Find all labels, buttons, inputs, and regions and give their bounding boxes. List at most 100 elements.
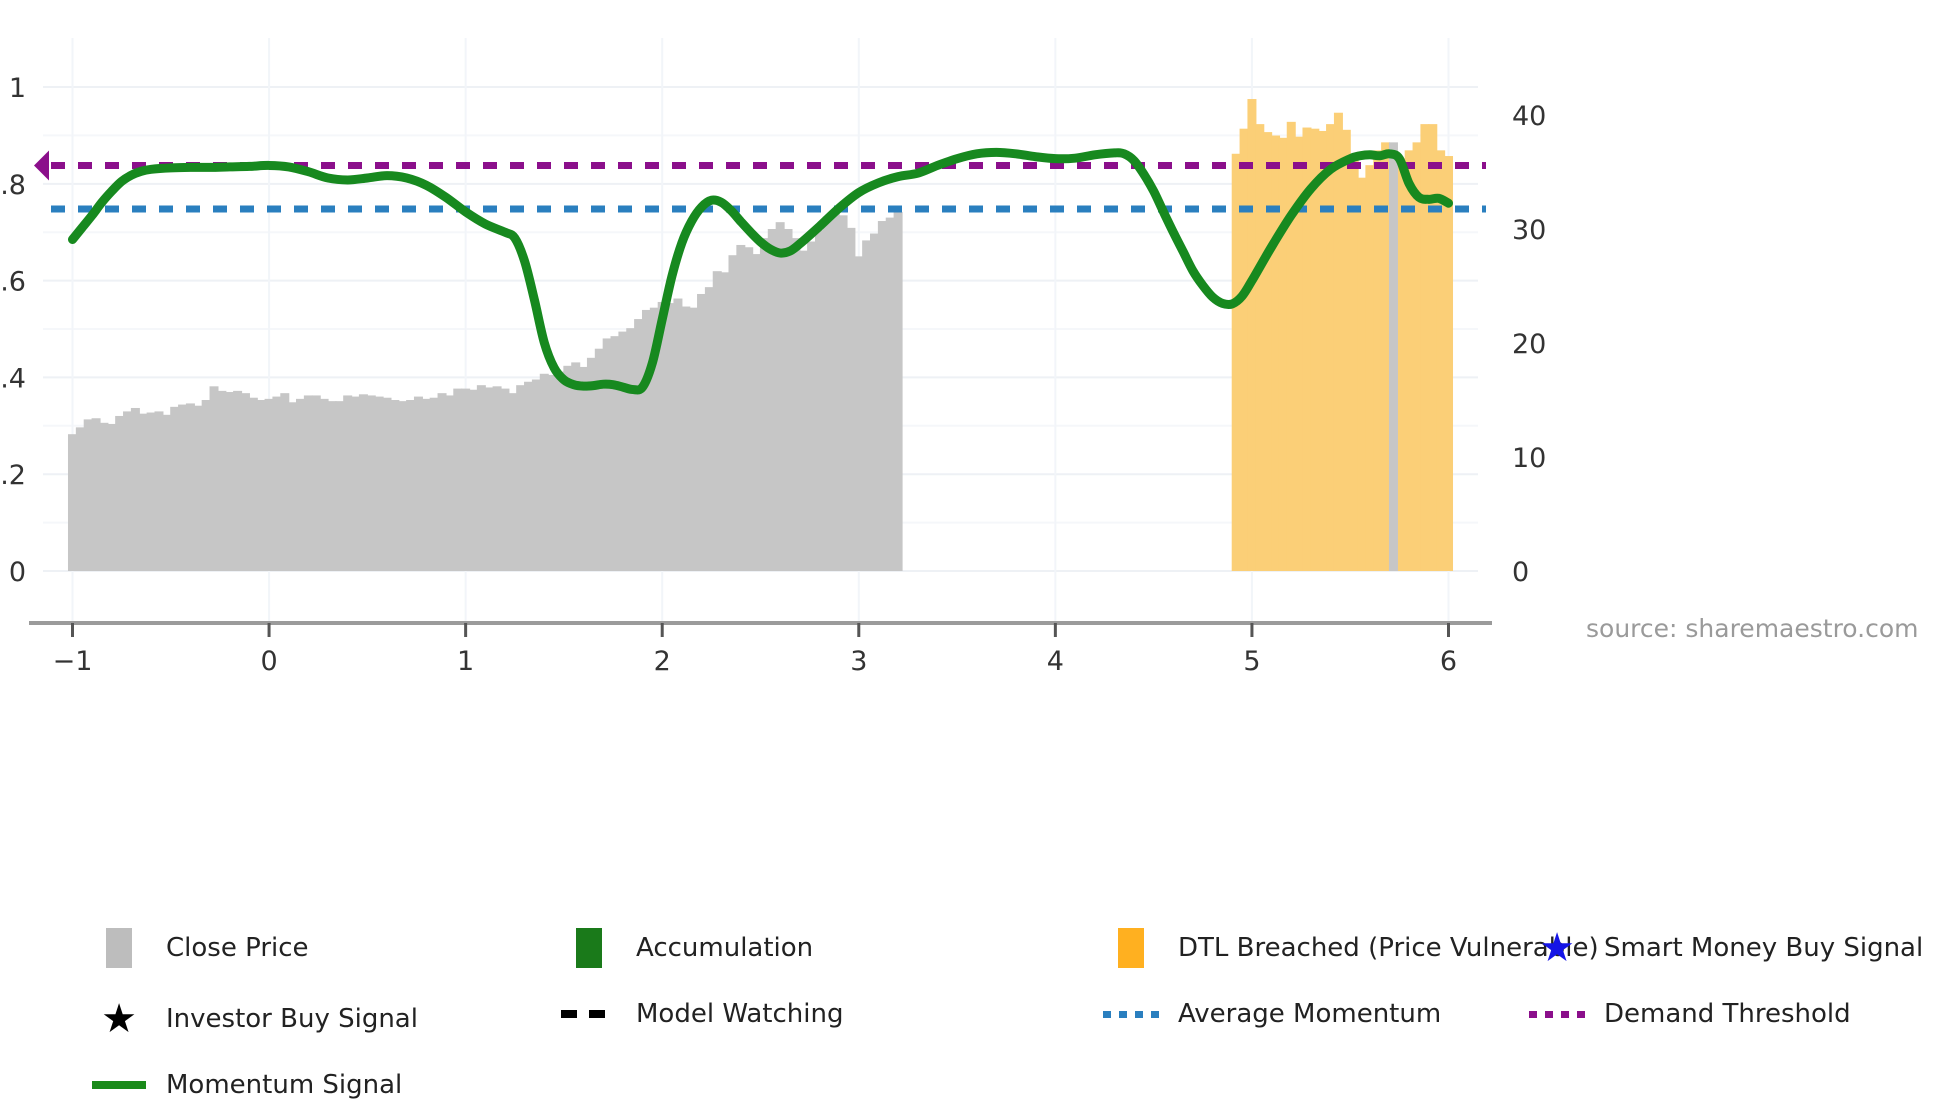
x-axis-tick-label: 6 [1440,646,1457,677]
close-price-bar [351,396,361,571]
dtl-breached-bar [1278,137,1288,572]
close-price-bar [83,419,93,571]
close-price-bar [319,398,329,571]
y-axis-left-tick-label: 1 [9,73,26,104]
close-price-bar [429,397,439,571]
close-price-bar [225,392,235,571]
dtl-breached-bar [1420,124,1430,572]
source-attribution: source: sharemaestro.com [1586,614,1919,643]
x-axis-tick-label: 3 [850,646,867,677]
dtl-breached-bar [1349,158,1359,571]
legend-momentum-signal-label: Momentum Signal [166,1070,403,1100]
dtl-breached-bar [1263,132,1273,571]
close-price-bar [421,398,431,571]
close-price-bar [437,393,447,571]
dtl-breached-bar [1444,156,1454,572]
legend-investor-buy-signal-label: Investor Buy Signal [166,1004,418,1034]
close-price-bar [115,415,125,571]
close-price-bar [366,395,376,571]
close-price-bar [524,381,534,571]
legend-close-price-rect-icon [86,928,152,968]
legend-average-momentum[interactable]: Average Momentum [1098,999,1441,1029]
x-axis-tick-label: 0 [260,646,277,677]
legend-accumulation-rect-icon [556,928,622,968]
close-price-bar [571,362,581,571]
dtl-breached-bar [1294,136,1304,571]
x-axis-tick-label: −1 [53,646,93,677]
legend-demand-threshold[interactable]: Demand Threshold [1524,999,1851,1029]
close-price-bar [854,256,864,571]
legend-model-watching-dash-icon [556,1010,622,1018]
close-price-bar [91,418,101,571]
dtl-breached-bar [1231,153,1241,571]
close-price-bar [311,395,321,571]
close-price-bar [759,238,769,571]
y-axis-right-tick-label: 30 [1512,215,1546,246]
close-price-bar [178,404,188,571]
legend-demand-threshold-label: Demand Threshold [1604,999,1851,1029]
close-price-bar [123,411,133,571]
legend-momentum-signal[interactable]: Momentum Signal [86,1070,402,1100]
momentum-signal-line [67,147,1454,395]
y-axis-left-tick-label: 0.4 [0,363,26,394]
close-price-bar [453,388,463,571]
y-axis-right-tick-label: 20 [1512,329,1546,360]
dtl-breached-bar [1302,127,1312,571]
legend-accumulation[interactable]: Accumulation [556,928,813,968]
close-price-bar [736,244,746,571]
close-price-bar [783,229,793,571]
legend-model-watching[interactable]: Model Watching [556,999,843,1029]
close-price-bar [665,303,675,571]
chart-legend: Close Price Accumulation DTL Breached (Pri… [86,928,1923,1100]
close-price-bar [602,338,612,571]
close-price-bar [358,394,368,571]
dtl-breached-bar [1428,124,1438,572]
close-price-bar [193,405,203,571]
close-price-bar [838,215,848,571]
legend-dtl-breached-rect-icon [1098,928,1164,968]
legend-row: ★ Investor Buy Signal Model Watching Averag… [86,968,1886,1039]
y-axis-left-tick-label: 0 [9,557,26,588]
legend-close-price[interactable]: Close Price [86,928,309,968]
close-price-bar [516,385,526,571]
close-price-bar [712,271,722,571]
dtl-breached-bar [1271,135,1281,571]
close-price-bar [846,227,856,572]
y-axis-left-tick-label: 0.8 [0,170,26,201]
close-price-bar [893,211,903,571]
demand-threshold-start-marker [34,150,49,181]
dtl-breached-bar [1333,112,1343,571]
close-price-bar [296,398,306,571]
close-price-bar [500,388,510,571]
close-price-bar [799,250,809,571]
legend-dtl-breached[interactable]: DTL Breached (Price Vulnerable) [1098,928,1599,968]
close-price-bar [240,393,250,571]
close-price-bar [209,386,219,571]
close-price-bar [469,389,478,571]
close-price-bar [791,238,801,571]
y-axis-right-tick-label: 10 [1512,443,1546,474]
close-price-bar [201,400,211,571]
close-price-bar [492,386,502,571]
close-price-bar [885,217,895,571]
close-price-bar [579,366,589,571]
legend-dtl-breached-label: DTL Breached (Price Vulnerable) [1178,933,1599,963]
dtl-breached-bar [1404,150,1414,571]
legend-investor-buy-signal[interactable]: ★ Investor Buy Signal [86,999,418,1039]
x-axis-tick-label: 1 [457,646,474,677]
close-price-bar [877,221,887,571]
dtl-breached-bar [1310,128,1320,571]
close-price-bar [162,414,172,571]
close-price-bar [728,255,738,571]
close-price-bar [767,229,777,571]
close-price-bar [752,254,762,571]
legend-average-momentum-label: Average Momentum [1178,999,1442,1029]
legend-smart-money-buy-signal[interactable]: ★ Smart Money Buy Signal [1524,928,1923,968]
close-price-bar [626,328,636,571]
close-price-bar [374,396,384,571]
close-price-bar [67,434,77,571]
close-price-bar [689,307,699,571]
close-price-bar [461,388,471,571]
close-price-bar [75,427,85,571]
